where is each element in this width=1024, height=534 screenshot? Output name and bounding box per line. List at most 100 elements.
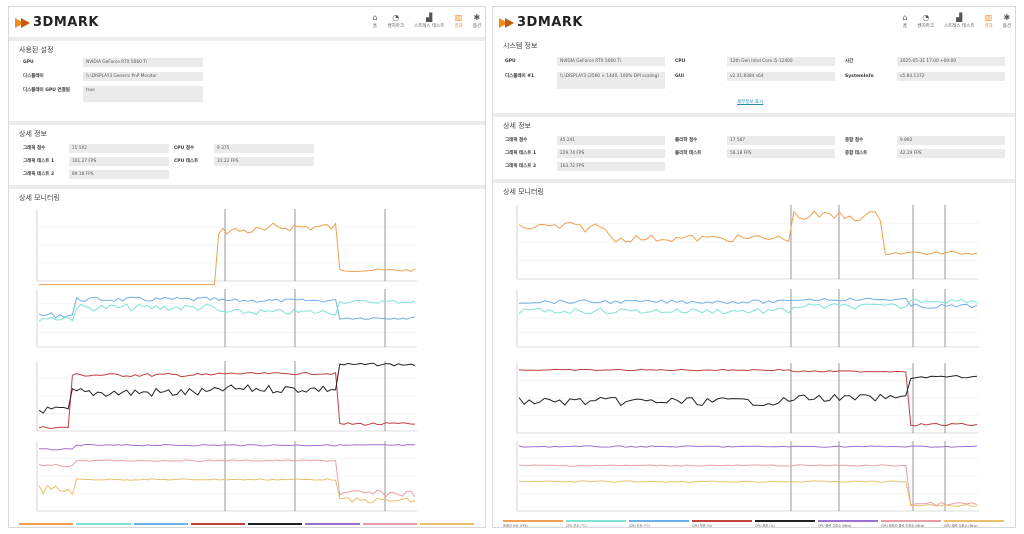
legend-entry[interactable]: GPU 부하 (%) [692, 524, 713, 528]
sysinfo-key: 시간 [845, 59, 854, 64]
legend-swatch [818, 520, 878, 522]
legend-entry[interactable]: CPU 부하 (%) [248, 526, 302, 527]
detail-value: 163.72 FPS [557, 162, 665, 171]
detail-key: 그래픽 테스트 2 [23, 172, 55, 177]
legend-swatch [881, 520, 941, 522]
purple-series-line [38, 443, 416, 451]
detail-value: 45 241 [557, 136, 665, 145]
legend-swatch [944, 520, 1004, 522]
settings-key: 디스플레이 [23, 74, 44, 79]
gear-icon: ✱ [473, 13, 481, 22]
gear-icon: ✱ [1003, 13, 1011, 22]
legend-entry[interactable]: GPU 메모리 클럭 주파수 (MHz) [881, 524, 925, 528]
legend-entry[interactable]: GPU 클럭 주파수 (MHz) [944, 524, 978, 528]
pink-series-line [518, 464, 978, 507]
legend-entry[interactable]: GPU 부하 (%) [191, 526, 245, 527]
detail-key: 그래픽 점수 [23, 146, 46, 151]
nav-item-3[interactable]: ▥ 결과 [984, 13, 992, 29]
sysinfo-key: SystemInfo [845, 74, 874, 79]
detail-value: 42.29 FPS [897, 149, 1005, 158]
nav-label: 홈 [902, 24, 907, 29]
right-monitoring-card: 상세 모니터링 프레임 속도 (FPS) CPU 온도 (°C) GPU 온도 (°… [493, 183, 1016, 528]
legend-entry[interactable]: CPU 온도 (°C) [76, 526, 130, 527]
left-used-settings-card: 사용된 설정 GPU NVIDIA GeForce RTX 5060 Ti 디스… [9, 41, 485, 121]
detail-key: CPU 점수 [174, 146, 195, 151]
right-topbar: 3DMARK ⌂ 홈 ◔ 벤치마크 ▟ 스트레스 테스트 ▥ 결과 ✱ 옵션 [493, 7, 1015, 37]
sysinfo-value: 12th Gen Intel Core i5-12400 [727, 57, 835, 66]
detail-value: 229.74 FPS [557, 149, 665, 158]
detail-value: 31.22 FPS [214, 157, 314, 166]
right-monitoring-chart[interactable] [493, 183, 1016, 528]
left-details-card: 상세 정보 그래픽 점수 15 502 CPU 점수 9 375 그래픽 테스트… [9, 125, 485, 185]
nav-item-4[interactable]: ✱ 옵션 [1003, 13, 1011, 29]
right-details-card: 상세 정보 그래픽 점수 45 241 물리학 점수 17 567 종합 점수 … [493, 117, 1015, 179]
home-icon: ⌂ [372, 13, 378, 22]
detail-value: 89.18 FPS [69, 170, 169, 179]
right-nav: ⌂ 홈 ◔ 벤치마크 ▟ 스트레스 테스트 ▥ 결과 ✱ 옵션 [892, 13, 1011, 29]
legend-entry[interactable]: GPU 메모리 클럭 주파수 (MHz) [363, 526, 417, 527]
purple-series-line [518, 445, 978, 448]
legend-swatch [692, 520, 752, 522]
left-nav: ⌂ 홈 ◔ 벤치마크 ▟ 스트레스 테스트 ▥ 결과 ✱ 옵션 [362, 13, 481, 29]
yellow-series-line [38, 478, 416, 504]
detail-key: CPU 테스트 [174, 159, 199, 164]
legend-entry[interactable]: CPU 클럭 주파수 (MHz) [818, 524, 852, 528]
blue-series-line [38, 296, 416, 320]
settings-value: NVIDIA GeForce RTX 5060 Ti [83, 58, 203, 67]
nav-item-2[interactable]: ▟ 스트레스 테스트 [944, 13, 974, 29]
legend-swatch [629, 520, 689, 522]
legend-entry[interactable]: 프레임 속도 (FPS) [503, 524, 528, 528]
legend-entry[interactable]: CPU 부하 (%) [755, 524, 775, 528]
detail-value: 101.27 FPS [69, 157, 169, 166]
nav-item-4[interactable]: ✱ 옵션 [473, 13, 481, 29]
monitoring-title: 상세 모니터링 [503, 188, 544, 196]
legend-swatch [419, 523, 474, 525]
nav-item-1[interactable]: ◔ 벤치마크 [917, 13, 934, 29]
legend-entry[interactable]: 프레임 속도 (FPS) [19, 526, 73, 527]
stress-chart-icon: ▟ [426, 13, 433, 22]
nav-item-3[interactable]: ▥ 결과 [454, 13, 462, 29]
left-window: 3DMARK ⌂ 홈 ◔ 벤치마크 ▟ 스트레스 테스트 ▥ 결과 ✱ 옵션 사용된 설정 GPU… [8, 6, 486, 528]
black-series-line [518, 374, 978, 407]
home-icon: ⌂ [902, 13, 908, 22]
nav-item-2[interactable]: ▟ 스트레스 테스트 [414, 13, 444, 29]
monitoring-title: 상세 모니터링 [19, 194, 60, 202]
legend-entry[interactable]: GPU 온도 (°C) [629, 524, 650, 528]
legend-entry[interactable]: GPU 클럭 주파수 (MHz) [420, 526, 474, 527]
detail-value: 15 502 [69, 144, 169, 153]
orange-series-line [518, 210, 978, 256]
nav-label: 결과 [984, 24, 993, 29]
left-monitoring-chart[interactable] [9, 189, 486, 528]
yellow-series-line [518, 480, 977, 507]
teal-series-line [518, 298, 978, 315]
nav-label: 스트레스 테스트 [414, 24, 445, 29]
legend-swatch [503, 520, 563, 522]
sysinfo-key: 디스플레이 #1 [505, 74, 535, 79]
detail-value: 56.18 FPS [727, 149, 835, 158]
system-info-title: 시스템 정보 [503, 42, 538, 50]
nav-item-0[interactable]: ⌂ 홈 [372, 13, 377, 29]
legend-swatch [305, 523, 360, 525]
sysinfo-value: \\.\DISPLAY3 (2560 × 1440, 100% DPI scal… [557, 72, 665, 89]
3dmark-logo-icon [15, 17, 31, 29]
legend-entry[interactable]: CPU 온도 (°C) [566, 524, 587, 528]
legend-swatch [190, 523, 245, 525]
settings-value: true [83, 86, 203, 102]
legend-entry[interactable]: GPU 온도 (°C) [134, 526, 188, 527]
detail-key: 물리학 점수 [675, 138, 698, 143]
nav-label: 스트레스 테스트 [944, 24, 975, 29]
nav-item-1[interactable]: ◔ 벤치마크 [387, 13, 404, 29]
detail-key: 그래픽 테스트 1 [505, 151, 537, 156]
stress-chart-icon: ▟ [956, 13, 963, 22]
nav-item-0[interactable]: ⌂ 홈 [902, 13, 907, 29]
show-details-link[interactable]: 세부정보 표시 [737, 100, 764, 105]
detail-value: 9 892 [897, 136, 1005, 145]
settings-key: GPU [23, 60, 34, 65]
legend-swatch [362, 523, 417, 525]
legend-entry[interactable]: CPU 클럭 주파수 (MHz) [305, 526, 359, 527]
red-series-line [38, 371, 416, 430]
sysinfo-value: NVIDIA GeForce RTX 5060 Ti [557, 57, 665, 66]
nav-label: 옵션 [472, 24, 481, 29]
detail-key: 물리학 테스트 [675, 151, 702, 156]
